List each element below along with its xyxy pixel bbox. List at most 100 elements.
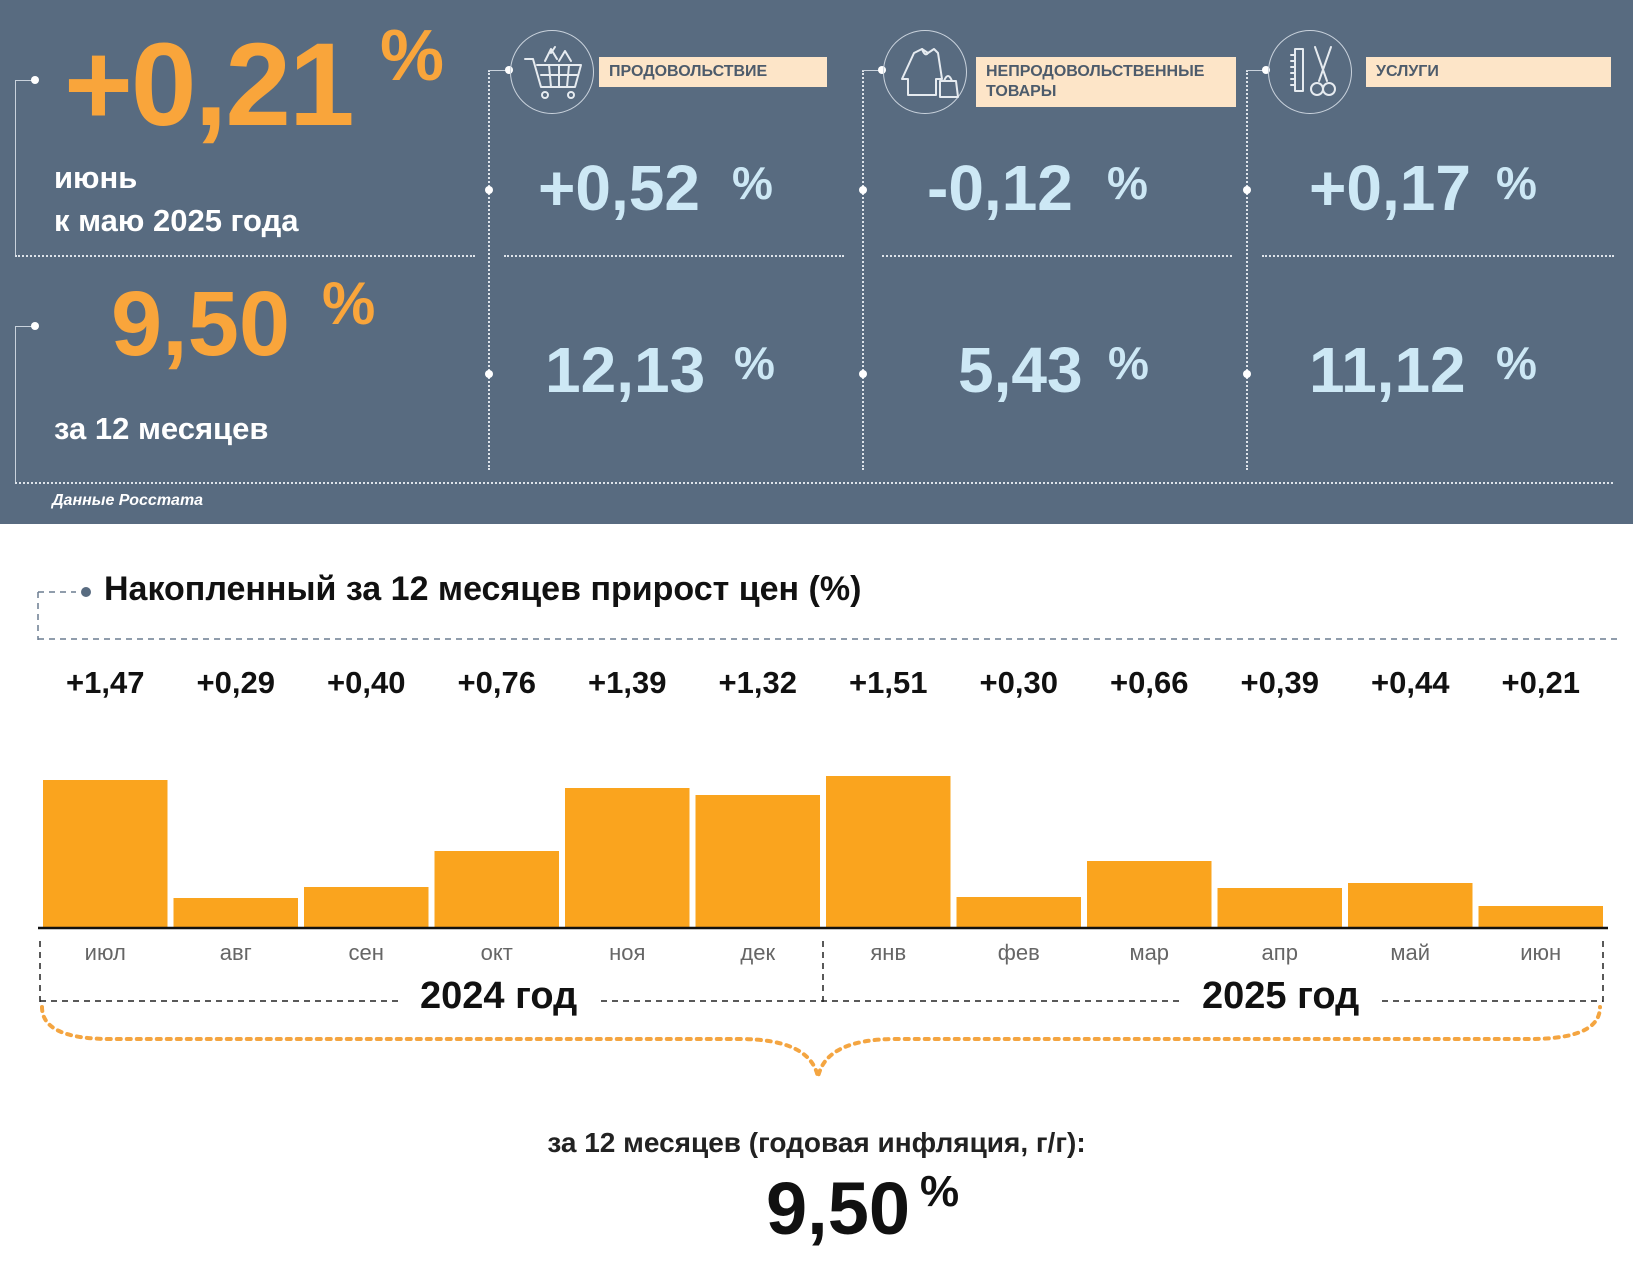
services-year-value: 11,12 <box>1309 334 1466 406</box>
frame-dot <box>1243 370 1251 378</box>
month-label: ноя <box>609 940 646 965</box>
frame-line <box>488 70 508 71</box>
frame-dot <box>1262 66 1270 74</box>
category-label-food: ПРОДОВОЛЬСТВИЕ <box>599 57 827 87</box>
food-month-value: +0,52 <box>538 152 700 224</box>
food-year-unit: % <box>734 337 775 389</box>
month-label: июн <box>1520 940 1562 965</box>
category-label-nonfood: НЕПРОДОВОЛЬСТВЕННЫЕ ТОВАРЫ <box>976 57 1236 107</box>
source-note: Данные Росстата <box>52 492 204 509</box>
month-label: апр <box>1261 940 1298 965</box>
value-label: +0,39 <box>1240 665 1319 700</box>
value-label: +0,21 <box>1501 665 1580 700</box>
frame-dot <box>485 370 493 378</box>
nonfood-year-value: 5,43 <box>958 334 1083 406</box>
frame-dot <box>859 186 867 194</box>
year-bracket <box>39 941 1604 1078</box>
services-month-unit: % <box>1496 157 1537 209</box>
frame-dot <box>31 322 39 330</box>
nonfood-month-unit: % <box>1107 157 1148 209</box>
nonfood-year-unit: % <box>1108 337 1149 389</box>
month-label: мар <box>1129 940 1170 965</box>
frame-line <box>1246 70 1266 71</box>
shopping-cart-icon <box>510 30 594 114</box>
annual-caption: за 12 месяцев (годовая инфляция, г/г): <box>547 1127 1086 1158</box>
value-label: +0,66 <box>1110 665 1189 700</box>
frame-dot <box>505 66 513 74</box>
month-label: авг <box>219 940 252 965</box>
bar-окт <box>434 851 559 927</box>
services-month-value: +0,17 <box>1309 152 1471 224</box>
value-label: +0,40 <box>327 665 406 700</box>
frame-dot <box>31 76 39 84</box>
month-inflation-value: +0,21 <box>64 19 355 151</box>
nonfood-month-value: -0,12 <box>927 152 1073 224</box>
value-label: +0,76 <box>457 665 536 700</box>
column-divider <box>488 70 490 470</box>
bar-июн <box>1478 906 1603 927</box>
annual-value: 9,50 <box>766 1167 911 1250</box>
month-inflation-unit: % <box>380 16 445 96</box>
bar-мар <box>1087 861 1212 927</box>
month-caption-line2: к маю 2025 года <box>54 203 299 238</box>
month-label: дек <box>740 940 776 965</box>
frame-line <box>15 80 16 256</box>
value-label: +1,51 <box>849 665 928 700</box>
month-label: май <box>1390 940 1431 965</box>
year-inflation-value: 9,50 <box>111 273 291 375</box>
bar-фев <box>956 897 1081 927</box>
bar-апр <box>1217 888 1342 927</box>
clothing-icon <box>883 30 967 114</box>
year-caption: за 12 месяцев <box>54 411 269 446</box>
bar-авг <box>173 898 298 927</box>
year-label-2024: 2024 год <box>398 975 600 1018</box>
scissors-comb-icon <box>1268 30 1352 114</box>
year-label-2025: 2025 год <box>1180 975 1382 1018</box>
column-divider <box>1246 70 1248 470</box>
month-label: фев <box>997 940 1040 965</box>
frame-line <box>15 326 33 327</box>
title-bracket <box>37 587 1620 640</box>
summary-panel: +0,21 % июнь к маю 2025 года 9,50 % за 1… <box>0 0 1633 524</box>
bar-сен <box>304 887 429 927</box>
value-label: +0,29 <box>196 665 275 700</box>
frame-dot <box>878 66 886 74</box>
chart-title: Накопленный за 12 месяцев прирост цен (%… <box>104 570 862 608</box>
year-inflation-unit: % <box>322 270 376 337</box>
column-divider <box>862 70 864 470</box>
divider <box>1262 255 1614 257</box>
divider <box>15 482 1613 484</box>
value-label: +1,39 <box>588 665 667 700</box>
divider <box>882 255 1232 257</box>
bar-дек <box>695 795 820 927</box>
bar-ноя <box>565 788 690 927</box>
bar-янв <box>826 776 951 927</box>
frame-dot <box>485 186 493 194</box>
value-label: +0,30 <box>979 665 1058 700</box>
divider <box>504 255 844 257</box>
services-year-unit: % <box>1496 337 1537 389</box>
month-label: сен <box>348 940 384 965</box>
frame-line <box>15 326 16 483</box>
value-label: +0,44 <box>1371 665 1450 700</box>
category-label-services: УСЛУГИ <box>1366 57 1611 87</box>
value-label: +1,32 <box>718 665 797 700</box>
food-year-value: 12,13 <box>545 334 706 406</box>
annual-unit: % <box>920 1167 960 1216</box>
frame-line <box>862 70 882 71</box>
month-label: июл <box>84 940 126 965</box>
bar-май <box>1348 883 1473 927</box>
month-label: окт <box>480 940 513 965</box>
value-label: +1,47 <box>66 665 145 700</box>
frame-dot <box>859 370 867 378</box>
food-month-unit: % <box>732 157 773 209</box>
bar-июл <box>43 780 168 927</box>
divider <box>15 255 475 257</box>
bar-chart <box>38 776 1608 930</box>
month-label: янв <box>870 940 907 965</box>
frame-line <box>15 80 33 81</box>
category-label-nonfood-text: НЕПРОДОВОЛЬСТВЕННЫЕ ТОВАРЫ <box>986 63 1205 100</box>
annual-brace <box>40 1005 1602 1078</box>
frame-dot <box>1243 186 1251 194</box>
month-caption-line1: июнь <box>54 160 138 195</box>
